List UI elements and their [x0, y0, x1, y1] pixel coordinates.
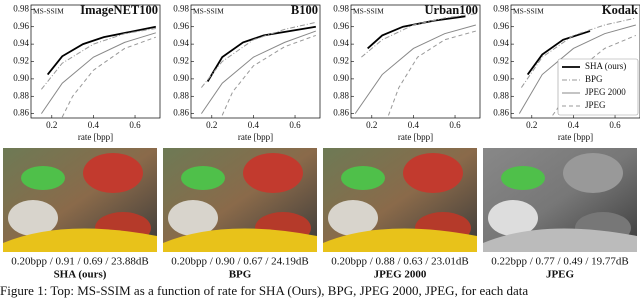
panel-stats: 0.20bpp / 0.90 / 0.67 / 24.19dB [171, 256, 309, 268]
y-tick-label: 0.96 [333, 21, 349, 31]
series-line [361, 13, 476, 58]
chart: 0.86 0.88 0.90 0.92 0.94 0.96 0.98 0.2 0.4 0.6 MS-… [493, 3, 640, 142]
plot-frame [350, 4, 481, 119]
y-tick-label: 0.90 [13, 73, 29, 83]
x-tick-label: 0.6 [609, 120, 621, 130]
x-tick-label: 0.2 [206, 120, 217, 130]
chart-title: Urban100 [425, 3, 478, 17]
chart: 0.86 0.88 0.90 0.92 0.94 0.96 0.98 0.2 0.4 0.6 MS-… [173, 3, 321, 142]
x-tick-label: 0.2 [46, 120, 57, 130]
y-tick-label: 0.92 [173, 56, 189, 66]
y-tick-label: 0.88 [13, 90, 29, 100]
y-axis-label: MS-SSIM [193, 7, 224, 16]
series-line [354, 24, 476, 114]
y-tick-label: 0.98 [173, 3, 189, 13]
legend-box [557, 58, 639, 116]
series-line [201, 21, 316, 88]
photo [483, 148, 637, 252]
y-tick-label: 0.88 [493, 90, 509, 100]
x-tick-label: 0.6 [289, 120, 301, 130]
series-line [206, 25, 316, 82]
series-line [41, 27, 156, 90]
panel-method: BPG [229, 269, 252, 281]
x-tick-label: 0.4 [248, 120, 260, 130]
y-tick-label: 0.98 [493, 3, 509, 13]
legend-label: JPEG [585, 100, 606, 110]
y-tick-label: 0.88 [173, 90, 189, 100]
legend-label: JPEG 2000 [585, 87, 626, 97]
y-tick-label: 0.86 [173, 108, 189, 118]
y-tick-label: 0.90 [333, 73, 349, 83]
panel-method: JPEG 2000 [374, 269, 427, 281]
y-tick-label: 0.86 [493, 108, 509, 118]
plot-frame [190, 4, 321, 119]
series-line [61, 36, 157, 118]
y-axis-label: MS-SSIM [33, 7, 64, 16]
photo [323, 148, 477, 252]
chart-title: ImageNET100 [80, 3, 158, 17]
series-line [367, 15, 466, 50]
legend-label: BPG [585, 74, 603, 84]
panel-method: JPEG [546, 269, 575, 281]
y-tick-label: 0.94 [13, 38, 29, 48]
y-tick-label: 0.88 [333, 90, 349, 100]
y-tick-label: 0.96 [493, 21, 509, 31]
photos [3, 148, 637, 252]
y-tick-label: 0.98 [13, 3, 29, 13]
photo [163, 148, 317, 252]
y-tick-label: 0.96 [13, 21, 29, 31]
panel-method: SHA (ours) [54, 269, 107, 281]
series-line [526, 30, 591, 76]
x-axis-label: rate [bpp] [78, 132, 113, 142]
panel-stats: 0.22bpp / 0.77 / 0.49 / 19.77dB [491, 256, 629, 268]
photo [3, 148, 157, 252]
y-tick-label: 0.96 [173, 21, 189, 31]
panel-stats: 0.20bpp / 0.91 / 0.69 / 23.88dB [11, 256, 149, 268]
chart-title: Kodak [602, 3, 638, 17]
legend-label: SHA (ours) [585, 61, 626, 71]
x-axis-label: rate [bpp] [558, 132, 593, 142]
x-tick-label: 0.4 [408, 120, 420, 130]
plot-frame [30, 4, 161, 119]
y-tick-label: 0.94 [173, 38, 189, 48]
y-tick-label: 0.94 [493, 38, 509, 48]
y-tick-label: 0.90 [173, 73, 189, 83]
chart-title: B100 [291, 3, 318, 17]
chart: 0.86 0.88 0.90 0.92 0.94 0.96 0.98 0.2 0.4 0.6 MS-… [333, 3, 481, 142]
x-tick-label: 0.6 [129, 120, 141, 130]
series-line [200, 30, 317, 114]
y-tick-label: 0.86 [13, 108, 29, 118]
x-tick-label: 0.4 [568, 120, 580, 130]
chart: 0.86 0.88 0.90 0.92 0.94 0.96 0.98 0.2 0.4 0.6 MS-… [13, 3, 161, 142]
panel-stats: 0.20bpp / 0.88 / 0.63 / 23.01dB [331, 256, 469, 268]
series-line [520, 17, 636, 88]
y-tick-label: 0.86 [333, 108, 349, 118]
x-axis-label: rate [bpp] [238, 132, 273, 142]
y-tick-label: 0.90 [493, 73, 509, 83]
series-line [387, 30, 476, 116]
y-tick-label: 0.98 [333, 3, 349, 13]
y-tick-label: 0.94 [333, 38, 349, 48]
x-tick-label: 0.2 [526, 120, 537, 130]
x-axis-label: rate [bpp] [398, 132, 433, 142]
y-axis-label: MS-SSIM [513, 7, 544, 16]
series-line [46, 25, 157, 76]
plot-frame [510, 4, 640, 119]
y-tick-label: 0.92 [13, 56, 29, 66]
x-tick-label: 0.2 [366, 120, 377, 130]
y-axis-label: MS-SSIM [353, 7, 384, 16]
y-tick-label: 0.92 [493, 56, 509, 66]
series-line [518, 24, 636, 114]
y-tick-label: 0.92 [333, 56, 349, 66]
series-line [221, 34, 317, 116]
figure-caption: Figure 1: Top: MS-SSIM as a function of … [0, 283, 528, 298]
x-tick-label: 0.4 [88, 120, 100, 130]
series-line [40, 32, 156, 114]
x-tick-label: 0.6 [449, 120, 461, 130]
